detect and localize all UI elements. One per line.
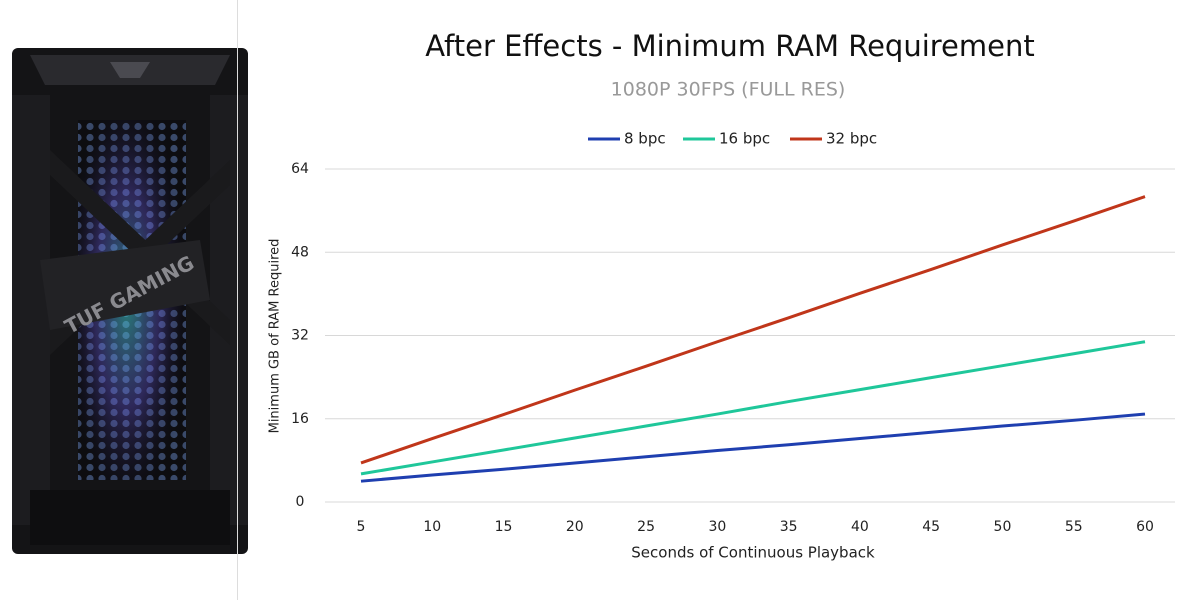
x-tick-label: 15	[495, 519, 513, 535]
chart-title: After Effects - Minimum RAM Requirement	[425, 29, 1035, 63]
x-tick-label: 55	[1065, 519, 1083, 535]
x-tick-label: 40	[851, 519, 869, 535]
x-tick-label: 60	[1136, 519, 1154, 535]
legend-label: 8 bpc	[624, 130, 666, 148]
legend-label: 16 bpc	[719, 130, 770, 148]
x-tick-label: 35	[780, 519, 798, 535]
x-tick-label: 5	[357, 519, 366, 535]
y-tick-label: 48	[291, 244, 309, 260]
y-axis-label: Minimum GB of RAM Required	[268, 239, 283, 434]
pc-case-image: TUF GAMING	[12, 48, 248, 554]
line-series	[360, 340, 1146, 476]
line-series	[360, 195, 1146, 465]
legend-label: 32 bpc	[826, 130, 877, 148]
y-tick-label: 0	[296, 494, 305, 510]
line-series	[360, 412, 1146, 483]
x-axis-label: Seconds of Continuous Playback	[631, 544, 875, 562]
x-tick-label: 45	[922, 519, 940, 535]
chart-subtitle: 1080P 30FPS (FULL RES)	[611, 79, 846, 101]
y-tick-label: 32	[291, 328, 309, 344]
y-tick-label: 16	[291, 411, 309, 427]
x-tick-label: 10	[423, 519, 441, 535]
x-tick-label: 25	[637, 519, 655, 535]
x-tick-label: 50	[994, 519, 1012, 535]
x-tick-label: 20	[566, 519, 584, 535]
x-tick-label: 30	[708, 519, 726, 535]
y-tick-label: 64	[291, 161, 309, 177]
